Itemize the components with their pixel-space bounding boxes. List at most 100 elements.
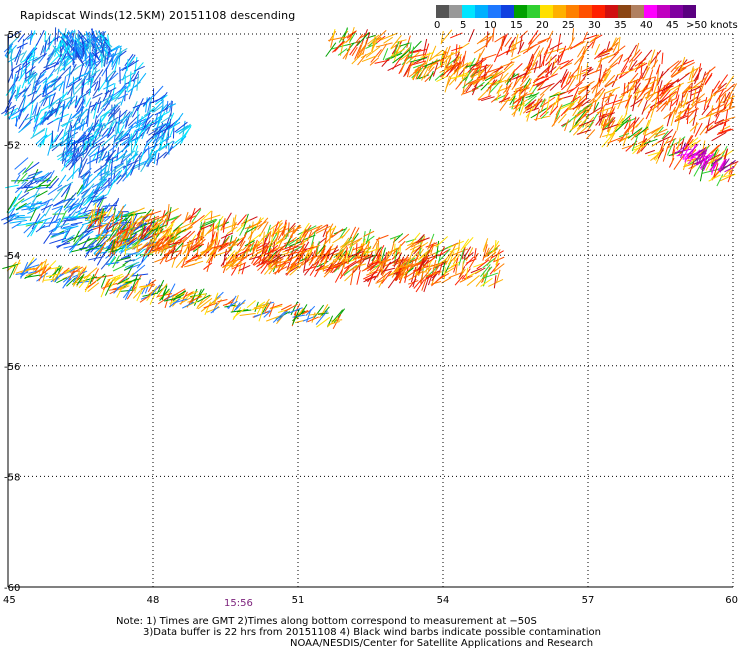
wind-barb	[682, 160, 687, 171]
wind-barb	[533, 60, 538, 73]
wind-barb	[127, 81, 141, 93]
wind-barb	[331, 44, 347, 50]
wind-barb	[380, 261, 392, 275]
wind-barb	[141, 125, 148, 140]
wind-barb	[199, 220, 216, 228]
wind-barb	[258, 305, 265, 322]
wind-barb	[75, 54, 84, 64]
wind-barb	[525, 105, 536, 118]
wind-barb	[63, 152, 68, 167]
wind-barb	[427, 239, 433, 250]
wind-barb	[601, 118, 607, 131]
wind-barb	[11, 77, 18, 94]
wind-barb	[238, 264, 251, 271]
wind-barb	[674, 143, 689, 155]
wind-barb	[17, 167, 27, 175]
wind-barb	[76, 267, 87, 280]
wind-barb	[709, 105, 714, 120]
wind-barb	[52, 199, 65, 207]
wind-barb	[83, 44, 88, 59]
wind-barb	[70, 143, 85, 154]
wind-barb	[669, 82, 685, 92]
wind-barb	[290, 301, 299, 316]
wind-barb	[558, 113, 567, 124]
wind-barb	[100, 255, 113, 270]
wind-barb	[114, 51, 123, 64]
wind-barb	[546, 30, 554, 43]
wind-barb	[77, 225, 93, 238]
wind-barb	[552, 58, 557, 69]
wind-barb	[667, 78, 680, 89]
colorbar-swatch	[436, 5, 449, 18]
wind-barb	[682, 146, 690, 159]
wind-barb	[146, 286, 158, 301]
wind-barb	[131, 238, 142, 246]
wind-barb	[547, 47, 565, 54]
wind-barb	[209, 296, 221, 305]
wind-barb	[416, 234, 425, 243]
wind-barb	[130, 165, 135, 176]
wind-barb	[717, 74, 729, 89]
wind-barb	[532, 75, 544, 84]
wind-barb	[126, 237, 138, 246]
wind-barb	[294, 232, 308, 245]
wind-barb	[436, 75, 449, 83]
wind-barb	[126, 58, 129, 71]
wind-barb	[145, 131, 159, 143]
wind-barb	[62, 76, 67, 94]
wind-barb	[138, 285, 151, 288]
wind-barb	[34, 109, 43, 123]
wind-barb	[452, 253, 461, 265]
wind-barb	[33, 102, 38, 120]
wind-barb	[344, 43, 352, 60]
wind-barb	[111, 55, 119, 66]
wind-barb	[97, 78, 108, 92]
wind-barb	[168, 112, 175, 126]
wind-barb	[206, 258, 212, 273]
wind-barb	[118, 129, 130, 141]
wind-barb	[88, 77, 94, 96]
wind-barb	[71, 152, 87, 162]
wind-barb	[477, 87, 490, 101]
wind-barb	[251, 217, 264, 229]
wind-barb	[88, 57, 98, 66]
wind-barb	[494, 35, 505, 43]
wind-barb	[78, 143, 93, 157]
wind-barb	[91, 268, 99, 283]
wind-barb	[217, 299, 228, 303]
wind-barb	[256, 221, 267, 228]
wind-barb	[445, 61, 462, 69]
wind-barb	[98, 151, 104, 164]
wind-barb	[76, 46, 83, 58]
wind-barb	[679, 56, 686, 73]
wind-barb	[716, 128, 734, 135]
wind-barb	[287, 243, 302, 252]
wind-barb	[221, 263, 233, 269]
wind-barb	[46, 170, 55, 184]
wind-barb	[172, 226, 181, 242]
wind-barb	[353, 263, 367, 268]
wind-barb	[235, 248, 250, 257]
wind-barb	[602, 123, 620, 131]
wind-barb	[153, 224, 168, 231]
wind-barb	[72, 233, 83, 247]
wind-barb	[63, 243, 81, 249]
wind-barb	[471, 82, 478, 96]
wind-barb	[136, 288, 144, 302]
wind-barb	[166, 212, 171, 226]
wind-barb	[692, 77, 707, 89]
wind-barb	[400, 56, 408, 73]
wind-barb	[420, 51, 435, 59]
wind-barb	[367, 255, 382, 268]
wind-barb	[24, 179, 34, 194]
wind-barb	[39, 218, 48, 230]
wind-barb	[399, 264, 413, 272]
wind-barb	[338, 226, 348, 240]
wind-barb	[40, 45, 45, 56]
wind-barb	[140, 156, 151, 173]
wind-barb	[6, 261, 17, 272]
wind-barb	[240, 217, 248, 227]
wind-barb	[144, 233, 157, 241]
wind-barb	[567, 82, 583, 94]
wind-barb	[16, 42, 28, 49]
